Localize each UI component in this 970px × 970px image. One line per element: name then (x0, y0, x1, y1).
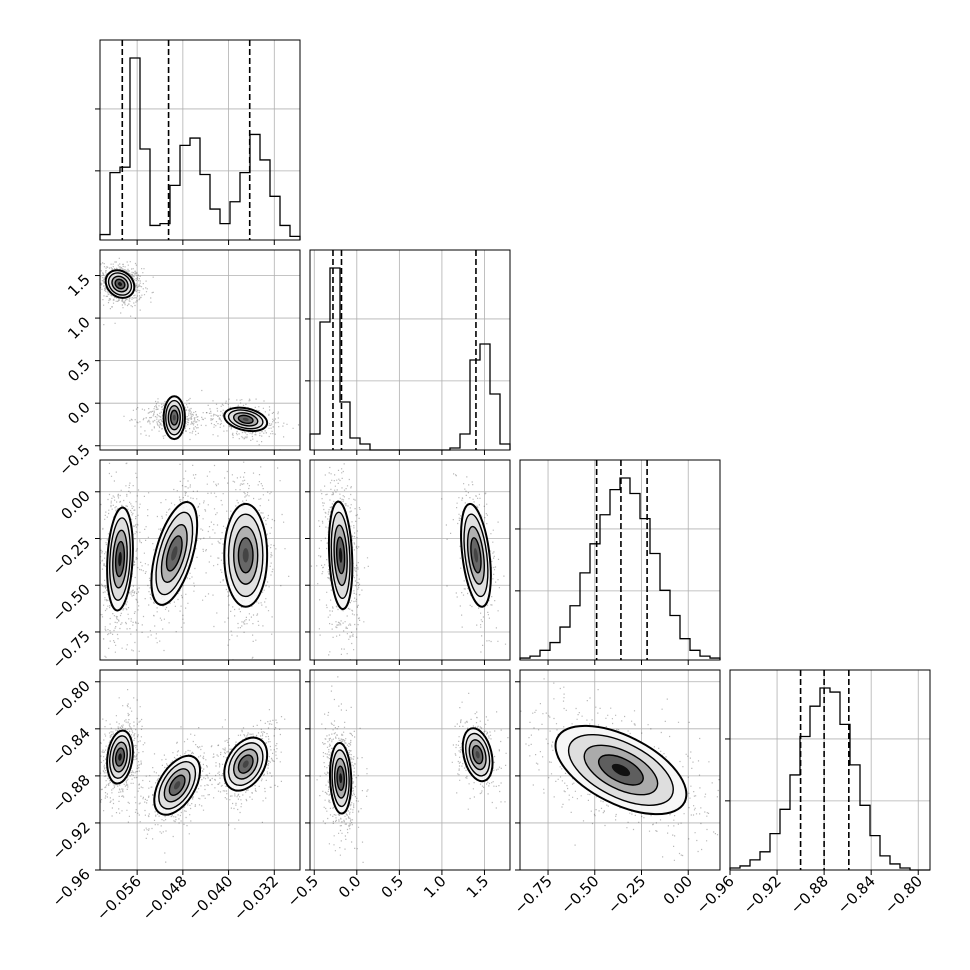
scatter-panel-2-0 (99, 459, 301, 661)
density-peak (611, 763, 631, 777)
panel-frame (99, 669, 301, 871)
scatter-panel-2-1 (309, 459, 511, 661)
x-tick-label: 1.0 (420, 872, 450, 902)
y-tick-label: 1.5 (64, 271, 94, 301)
density-peak (339, 547, 343, 563)
x-tick-label: −0.25 (604, 872, 649, 917)
x-tick-label: −0.92 (740, 872, 785, 917)
x-tick-label: 0.00 (660, 872, 696, 908)
density-peak (171, 546, 178, 561)
y-tick-label: 0.00 (57, 487, 93, 523)
density-peak (242, 417, 249, 421)
x-tick-label: −0.96 (693, 872, 738, 917)
x-tick-label: −0.048 (139, 872, 191, 924)
y-tick-label: −0.88 (49, 771, 94, 816)
y-tick-label: 0.5 (64, 356, 94, 386)
scatter-panel-3-1 (309, 669, 511, 871)
panel-content (310, 460, 510, 660)
x-tick-label: 0.5 (378, 872, 408, 902)
panel-frame (519, 669, 721, 871)
y-tick-label: 1.0 (64, 313, 94, 343)
histogram-steps (729, 687, 930, 871)
density-peak (242, 760, 249, 768)
x-tick-label: 1.5 (463, 872, 493, 902)
y-tick-label: −0.25 (49, 534, 94, 579)
density-peak (242, 548, 249, 563)
x-tick-label: −0.056 (93, 872, 145, 924)
x-tick-label: −0.5 (284, 872, 322, 910)
y-tick-label: −0.75 (49, 627, 94, 672)
x-tick-label: −0.84 (834, 872, 879, 917)
y-tick-label: −0.5 (55, 441, 93, 479)
scatter-panel-1-0 (99, 249, 301, 451)
panel-content (100, 670, 300, 870)
panel-content (520, 670, 720, 870)
histogram-steps (99, 57, 301, 240)
y-tick-label: −0.50 (49, 580, 94, 625)
y-tick-label: −0.92 (49, 818, 94, 863)
density-peak (473, 548, 479, 563)
y-tick-label: −0.84 (49, 724, 94, 769)
hist-panel-3 (725, 669, 931, 871)
scatter-points (193, 398, 300, 450)
x-tick-label: −0.040 (184, 872, 236, 924)
density-peak (475, 750, 480, 759)
scatter-points (100, 689, 146, 817)
hist-panel-2 (515, 459, 721, 661)
density-peak (172, 414, 176, 421)
x-tick-label: −0.75 (511, 872, 556, 917)
x-tick-label: −0.88 (787, 872, 832, 917)
panel-content (100, 250, 300, 450)
panel-frame (309, 249, 511, 451)
panel-content (310, 670, 510, 870)
density-peak (339, 773, 343, 784)
y-tick-label: 0.0 (64, 398, 94, 428)
x-tick-label: −0.50 (557, 872, 602, 917)
panel-frame (309, 459, 511, 661)
x-tick-label: −0.032 (230, 872, 282, 924)
scatter-panel-3-2 (519, 669, 721, 871)
scatter-panel-3-0 (99, 669, 301, 871)
scatter-points (451, 692, 510, 810)
panel-frame (519, 459, 721, 661)
panel-frame (99, 39, 301, 241)
density-peak (117, 282, 123, 286)
density-peak (118, 753, 122, 761)
histogram-steps (309, 267, 511, 451)
x-tick-label: −0.80 (881, 872, 926, 917)
y-tick-label: −0.96 (49, 865, 94, 910)
hist-panel-1 (305, 249, 511, 451)
panel-frame (729, 669, 931, 871)
hist-panel-0 (95, 39, 301, 241)
panel-frame (99, 459, 301, 661)
panel-frame (309, 669, 511, 871)
density-peak (118, 551, 122, 567)
panel-content (100, 460, 300, 660)
scatter-points (310, 463, 369, 660)
x-tick-label: 0.0 (335, 872, 365, 902)
y-tick-label: −0.80 (49, 677, 94, 722)
histogram-steps (519, 477, 721, 660)
panel-frame (99, 249, 301, 451)
